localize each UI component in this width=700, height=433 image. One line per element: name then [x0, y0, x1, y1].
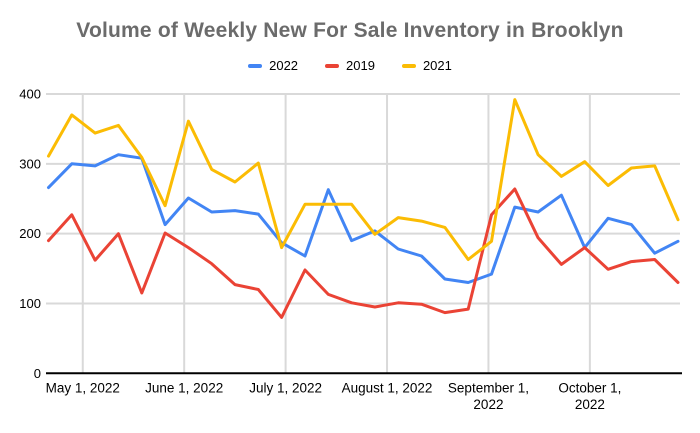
x-tick-label-1-line0: June 1, 2022 — [145, 381, 223, 396]
x-tick-label-5-line1: 2022 — [575, 397, 605, 412]
chart-title: Volume of Weekly New For Sale Inventory … — [76, 19, 624, 42]
series-line-2021 — [47, 98, 680, 261]
y-tick-label-300: 300 — [19, 156, 41, 171]
y-tick-label-200: 200 — [19, 226, 41, 241]
legend-label-2022: 2022 — [269, 58, 299, 73]
legend-item-2022: 2022 — [248, 58, 298, 73]
legend: 2022 2019 2021 — [0, 58, 700, 73]
legend-swatch-2021 — [401, 63, 416, 68]
series-line-2022 — [47, 153, 680, 284]
legend-item-2021: 2021 — [401, 58, 452, 73]
y-tick-label-0: 0 — [34, 366, 41, 381]
x-tick-label-2-line0: July 1, 2022 — [249, 381, 322, 396]
y-tick-label-100: 100 — [19, 296, 41, 311]
legend-label-2019: 2019 — [346, 58, 375, 73]
series-line-2019 — [47, 187, 680, 319]
legend-item-2019: 2019 — [325, 58, 375, 73]
x-tick-label-3-line0: August 1, 2022 — [342, 381, 433, 396]
x-tick-label-4-line0: September 1, — [448, 381, 529, 396]
x-tick-label-4-line1: 2022 — [473, 397, 503, 412]
x-tick-label-0-line0: May 1, 2022 — [46, 381, 120, 396]
y-tick-label-400: 400 — [19, 87, 41, 102]
legend-swatch-2019 — [325, 63, 340, 68]
legend-swatch-2022 — [248, 63, 263, 68]
x-tick-label-5-line0: October 1, — [558, 381, 621, 396]
legend-label-2021: 2021 — [422, 58, 452, 73]
